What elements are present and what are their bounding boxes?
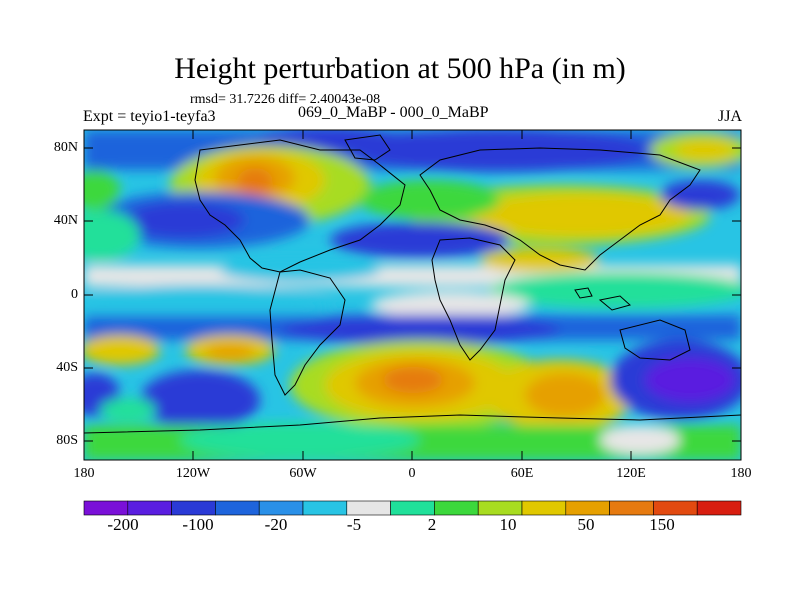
lon-label-60w: 60W — [289, 466, 317, 481]
colorbar-label: -5 — [346, 515, 362, 534]
lat-label-40n: 40N — [53, 213, 78, 228]
coastlines — [84, 134, 741, 434]
lon-label-180e: 180 — [730, 466, 752, 481]
colorbar-label: 10 — [499, 515, 517, 534]
colorbar-swatch — [83, 500, 129, 516]
season-label: JJA — [717, 108, 742, 125]
colorbar-swatch — [302, 500, 348, 516]
experiment-label: Expt = teyio1-teyfa3 — [83, 108, 216, 125]
colorbar-label: 150 — [649, 515, 675, 534]
lat-tick-marks — [84, 147, 741, 442]
colorbar-swatch — [346, 500, 391, 516]
colorbar-swatch — [258, 500, 304, 516]
stats-text: rmsd= 31.7226 diff= 2.40043e-08 — [190, 92, 381, 107]
colorbar — [83, 500, 742, 516]
map-title: Height perturbation at 500 hPa (in m) — [174, 52, 626, 85]
lat-label-80n: 80N — [53, 140, 78, 155]
colorbar-label: 2 — [427, 515, 437, 534]
difference-label: 069_0_MaBP - 000_0_MaBP — [298, 104, 489, 121]
colorbar-swatch — [477, 500, 523, 516]
lon-label-120e: 120E — [616, 466, 646, 481]
colorbar-swatch — [521, 500, 567, 516]
colorbar-label: -200 — [107, 515, 139, 534]
colorbar-swatch — [653, 500, 698, 516]
lat-label-80s: 80S — [56, 433, 78, 448]
lon-label-180w: 180 — [73, 466, 95, 481]
colorbar-swatch — [171, 500, 216, 516]
colorbar-swatch — [215, 500, 260, 516]
colorbar-label: 50 — [577, 515, 595, 534]
colorbar-swatch — [127, 500, 172, 516]
colorbar-label: -100 — [182, 515, 214, 534]
lon-label-0: 0 — [408, 466, 416, 481]
lat-label-0: 0 — [71, 287, 78, 302]
colorbar-label: -20 — [264, 515, 288, 534]
colorbar-swatch — [696, 500, 742, 516]
colorbar-swatch — [434, 500, 479, 516]
lon-tick-marks — [83, 130, 742, 460]
colorbar-swatch — [390, 500, 435, 516]
colorbar-swatch — [565, 500, 610, 516]
lon-label-60e: 60E — [510, 466, 534, 481]
lon-label-120w: 120W — [175, 466, 211, 481]
lat-label-40s: 40S — [56, 360, 78, 375]
contour-field — [84, 130, 741, 460]
colorbar-swatch — [609, 500, 654, 516]
